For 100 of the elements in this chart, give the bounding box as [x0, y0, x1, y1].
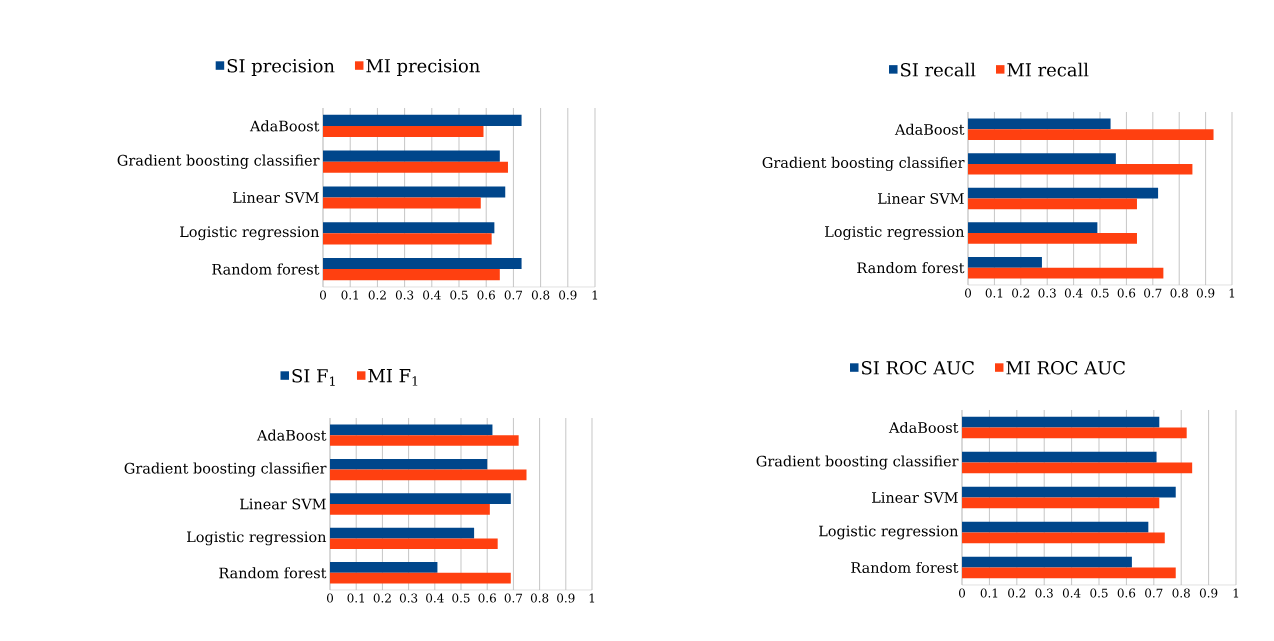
y-tick-label: Random forest — [212, 263, 320, 275]
bar — [968, 187, 1159, 199]
x-tick-label: 0.7 — [504, 593, 523, 603]
bar — [962, 556, 1132, 568]
x-tick-label: 0.9 — [1196, 288, 1215, 298]
y-tick-label: AdaBoost — [888, 421, 959, 434]
bar — [962, 416, 1160, 428]
bar — [323, 161, 508, 173]
bar — [962, 567, 1176, 579]
x-tick-label: 0.6 — [1117, 288, 1136, 298]
y-tick-label: Gradient boosting classifier — [762, 156, 965, 171]
bar — [968, 153, 1116, 164]
bar — [330, 469, 527, 481]
x-tick-label: 0.1 — [347, 593, 365, 603]
y-tick-label: Random forest — [857, 262, 965, 274]
y-tick-label: Logistic regression — [187, 531, 327, 546]
bar — [323, 233, 492, 245]
x-tick-label: 0.4 — [1062, 588, 1081, 598]
legend-label: SI ROC AUC — [862, 361, 974, 375]
y-tick-label: Random forest — [219, 567, 327, 579]
y-tick-label: Linear SVM — [871, 492, 958, 503]
y-tick-label: Gradient boosting classifier — [756, 455, 959, 470]
bar — [323, 269, 500, 281]
x-tick-label: 0 — [326, 593, 334, 603]
x-tick-label: 0.7 — [1144, 288, 1162, 298]
legend-label: MI ROC AUC — [1006, 361, 1125, 375]
bar — [968, 198, 1137, 210]
bar — [968, 222, 1098, 234]
x-tick-label: 0.3 — [395, 290, 414, 300]
x-tick-label: 0.8 — [531, 290, 550, 300]
x-tick-label: 0.1 — [980, 588, 998, 598]
bar — [962, 451, 1157, 463]
y-tick-label: AdaBoost — [249, 120, 320, 132]
bar — [968, 118, 1111, 130]
bar — [323, 114, 522, 126]
bar — [962, 521, 1149, 533]
legend-label: SI F$_{1}$ — [292, 369, 335, 386]
x-tick-label: 0.4 — [1064, 288, 1083, 298]
x-tick-label: 1 — [1229, 288, 1235, 298]
x-tick-label: 0.1 — [985, 288, 1003, 298]
x-tick-label: 1 — [1233, 588, 1239, 598]
x-tick-label: 0 — [958, 588, 966, 598]
bar — [330, 538, 498, 550]
y-tick-label: Linear SVM — [232, 192, 319, 203]
bar — [323, 186, 506, 198]
x-tick-label: 1 — [592, 290, 598, 300]
bar — [330, 572, 511, 584]
x-tick-label: 0.3 — [399, 593, 418, 603]
y-tick-label: Linear SVM — [239, 498, 326, 510]
bar — [323, 197, 481, 209]
x-tick-label: 0.8 — [1170, 288, 1188, 298]
x-tick-label: 0.9 — [1199, 588, 1218, 598]
x-tick-label: 0 — [964, 288, 972, 298]
x-tick-label: 0 — [319, 290, 327, 300]
x-tick-label: 0.7 — [1145, 588, 1163, 598]
legend-label: MI precision — [366, 59, 480, 76]
y-tick-label: Logistic regression — [819, 525, 959, 540]
x-tick-label: 0.6 — [477, 290, 495, 300]
bar — [323, 257, 522, 270]
y-tick-label: Linear SVM — [877, 193, 964, 204]
bar — [330, 424, 493, 436]
legend-label: MI recall — [1007, 62, 1089, 77]
bar — [962, 462, 1193, 474]
y-tick-label: AdaBoost — [894, 123, 965, 135]
x-tick-label: 0.8 — [530, 593, 549, 603]
legend-label: SI precision — [227, 59, 335, 77]
x-tick-label: 0.5 — [450, 290, 468, 300]
x-tick-label: 0.3 — [1035, 588, 1053, 598]
x-tick-label: 0.4 — [426, 593, 444, 603]
x-tick-label: 0.3 — [1038, 288, 1056, 298]
bar — [968, 233, 1137, 244]
bar — [330, 458, 488, 470]
y-tick-label: Gradient boosting classifier — [124, 462, 327, 477]
legend-label: MI F$_{1}$ — [368, 369, 418, 386]
x-tick-label: 0.2 — [373, 593, 391, 603]
x-tick-label: 0.4 — [423, 290, 441, 300]
y-tick-label: Logistic regression — [825, 226, 965, 241]
bar — [968, 163, 1193, 175]
y-tick-label: Gradient boosting classifier — [117, 154, 320, 169]
bar — [968, 267, 1164, 279]
bar — [323, 222, 495, 234]
y-tick-label: Logistic regression — [180, 226, 320, 241]
bar — [968, 256, 1042, 268]
x-tick-label: 0.1 — [341, 290, 359, 300]
bar — [962, 532, 1165, 544]
y-tick-label: AdaBoost — [256, 429, 327, 441]
x-tick-label: 0.6 — [1117, 588, 1136, 598]
x-tick-label: 0.9 — [559, 290, 577, 300]
x-tick-label: 0.5 — [452, 593, 470, 603]
bar — [330, 527, 475, 539]
x-tick-label: 0.2 — [1008, 588, 1026, 598]
bar — [330, 562, 438, 573]
x-tick-label: 0.9 — [557, 593, 575, 603]
x-tick-label: 0.2 — [1012, 288, 1030, 298]
bar — [330, 493, 511, 504]
x-tick-label: 1 — [589, 593, 595, 603]
bar — [962, 497, 1160, 509]
bar — [962, 486, 1176, 498]
bar — [968, 129, 1214, 141]
bar — [962, 427, 1187, 439]
